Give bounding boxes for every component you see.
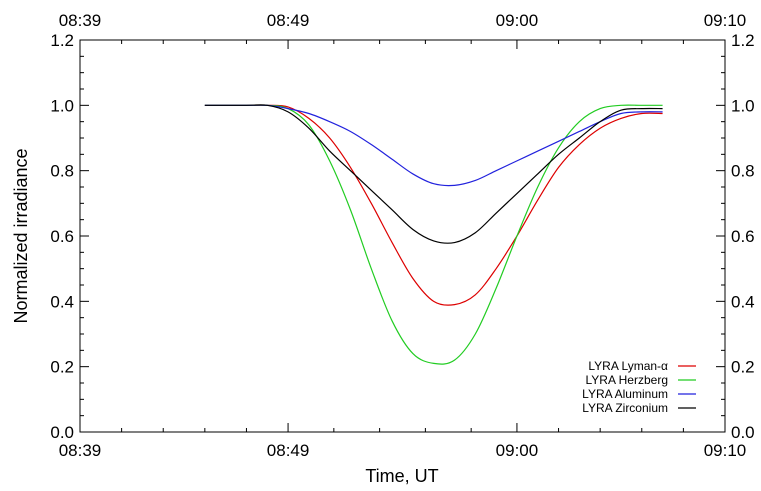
x-axis-title: Time, UT	[365, 466, 438, 486]
x-tick-label-top: 09:00	[496, 11, 539, 30]
y-tick-label-right: 0.2	[731, 358, 755, 377]
x-tick-label-top: 08:39	[59, 11, 102, 30]
x-tick-label-bottom: 08:39	[59, 441, 102, 460]
y-tick-label-left: 0.8	[50, 162, 74, 181]
legend-label-2: LYRA Aluminum	[582, 387, 668, 401]
y-tick-label-left: 0.6	[50, 227, 74, 246]
y-axis-title: Normalized irradiance	[11, 148, 31, 323]
legend-label-1: LYRA Herzberg	[586, 373, 668, 387]
y-tick-label-right: 1.0	[731, 96, 755, 115]
x-tick-label-bottom: 09:00	[496, 441, 539, 460]
y-tick-label-left: 1.2	[50, 31, 74, 50]
x-tick-label-top: 09:10	[704, 11, 747, 30]
y-tick-label-right: 0.4	[731, 292, 755, 311]
x-tick-label-bottom: 09:10	[704, 441, 747, 460]
y-tick-label-right: 0.8	[731, 162, 755, 181]
legend-label-3: LYRA Zirconium	[582, 401, 668, 415]
x-tick-label-bottom: 08:49	[267, 441, 310, 460]
y-tick-label-left: 0.2	[50, 358, 74, 377]
series-line-2	[204, 104, 663, 187]
series-lines	[204, 104, 663, 365]
y-tick-label-right: 0.0	[731, 423, 755, 442]
y-tick-label-left: 0.4	[50, 292, 74, 311]
y-tick-label-left: 1.0	[50, 96, 74, 115]
series-line-0	[204, 104, 663, 306]
series-line-1	[204, 104, 663, 365]
x-tick-label-top: 08:49	[267, 11, 310, 30]
series-line-3	[204, 104, 663, 244]
y-tick-label-right: 0.6	[731, 227, 755, 246]
legend-label-0: LYRA Lyman-α	[588, 359, 668, 373]
y-tick-label-left: 0.0	[50, 423, 74, 442]
axis-ticks	[79, 39, 726, 433]
y-tick-label-right: 1.2	[731, 31, 755, 50]
tick-labels: 08:39 08:39 08:49 08:49 09:00 09:00 09:10 09:10…	[50, 11, 754, 460]
